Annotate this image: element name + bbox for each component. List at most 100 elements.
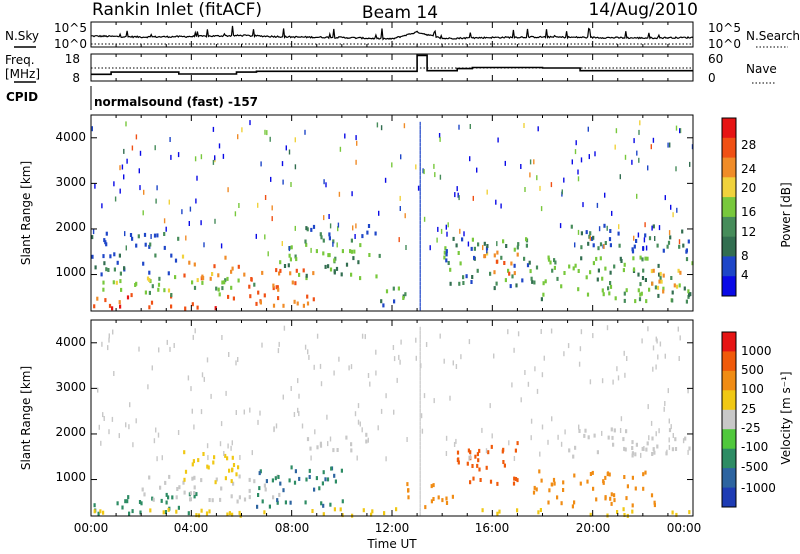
velocity-cell: [320, 501, 323, 506]
velocity-cell: [152, 497, 155, 502]
power-cell: [657, 293, 660, 298]
velocity-streak: [419, 330, 421, 335]
power-streak: [419, 208, 421, 212]
power-cell: [367, 224, 371, 228]
power-cell: [217, 273, 220, 278]
power-cell: [516, 245, 519, 250]
velocity-cell: [688, 446, 691, 451]
velocity-speck: [111, 416, 114, 422]
velocity-cell: [591, 470, 594, 475]
velocity-cell: [631, 446, 634, 450]
power-streak: [419, 236, 421, 241]
velocity-speck: [319, 363, 322, 369]
velocity-cbar-swatch: [722, 468, 736, 488]
power-cell: [577, 287, 580, 292]
velocity-cell: [653, 500, 656, 505]
power-cell: [237, 264, 240, 269]
power-cell: [163, 245, 166, 250]
velocity-speck: [221, 335, 223, 340]
velocity-cell: [258, 471, 261, 476]
power-cell: [157, 287, 160, 292]
velocity-streak: [419, 449, 421, 454]
velocity-cell: [238, 495, 241, 500]
power-cell: [329, 267, 333, 272]
velocity-speck: [138, 346, 140, 352]
velocity-cell: [219, 497, 222, 502]
velocity-speck: [310, 455, 312, 461]
velocity-speck: [648, 435, 650, 441]
velocity-speck: [485, 448, 488, 454]
velocity-cell: [308, 468, 311, 473]
power-cell: [359, 276, 362, 281]
velocity-speck: [290, 386, 292, 391]
power-cell: [570, 224, 573, 229]
power-speck: [589, 235, 591, 241]
power-cell: [515, 283, 518, 288]
velocity-cell: [476, 452, 479, 457]
velocity-streak: [419, 474, 421, 479]
velocity-panel: Slant Range [km] 4000 3000 2000 1000 100…: [19, 319, 793, 518]
power-cell: [112, 280, 115, 285]
power-cell: [623, 298, 626, 303]
power-speck: [131, 145, 134, 151]
power-speck: [458, 124, 460, 130]
power-speck: [664, 195, 666, 201]
power-speck: [264, 234, 266, 240]
velocity-cell: [193, 475, 196, 480]
velocity-cell: [644, 470, 647, 475]
power-cell: [473, 246, 476, 251]
power-speck: [384, 177, 387, 183]
power-cell: [633, 244, 636, 249]
power-cbar-label: Power [dB]: [779, 182, 793, 247]
velocity-cbar-swatch: [722, 390, 736, 411]
velocity-cell: [634, 452, 637, 457]
power-speck: [405, 245, 407, 250]
velocity-speck: [361, 333, 364, 339]
velocity-cell: [503, 463, 506, 468]
power-cell: [589, 231, 592, 236]
power-cell: [209, 276, 212, 281]
power-speck: [114, 196, 117, 202]
velocity-cell: [651, 452, 654, 456]
velocity-speck: [235, 360, 237, 366]
velocity-cell: [224, 453, 227, 458]
velocity-speck: [453, 442, 456, 447]
velocity-cell: [159, 485, 162, 490]
power-cell: [368, 253, 371, 257]
power-speck: [189, 206, 192, 212]
power-cell: [445, 258, 448, 263]
power-speck: [486, 248, 488, 254]
velocity-cell: [674, 447, 678, 451]
power-speck: [165, 226, 167, 232]
power-speck: [603, 244, 605, 249]
power-cell: [148, 290, 151, 295]
power-cell: [328, 232, 331, 237]
power-speck: [594, 151, 596, 157]
power-cell: [221, 280, 224, 285]
power-speck: [423, 216, 426, 222]
power-cell: [221, 286, 224, 291]
velocity-cell: [99, 509, 102, 514]
power-speck: [495, 199, 497, 205]
velocity-speck: [567, 343, 570, 349]
power-cell: [507, 268, 510, 273]
power-speck: [260, 161, 262, 167]
power-cell: [445, 249, 448, 254]
power-cell: [503, 261, 506, 265]
noise-left-tick-bottom: 10^0: [54, 37, 87, 51]
power-speck: [497, 137, 499, 143]
power-cell: [156, 233, 159, 238]
power-cell: [294, 281, 297, 286]
velocity-speck: [275, 423, 278, 429]
power-cell: [618, 243, 621, 248]
power-speck: [536, 175, 538, 181]
power-cell: [599, 256, 602, 261]
power-cell: [154, 253, 157, 258]
velocity-speck: [578, 424, 580, 430]
power-cell: [662, 248, 665, 253]
power-cbar-tick-28: 28: [741, 138, 756, 152]
power-cell: [393, 299, 396, 304]
power-speck: [336, 242, 338, 248]
velocity-cell: [514, 448, 517, 453]
power-speck: [403, 123, 406, 129]
